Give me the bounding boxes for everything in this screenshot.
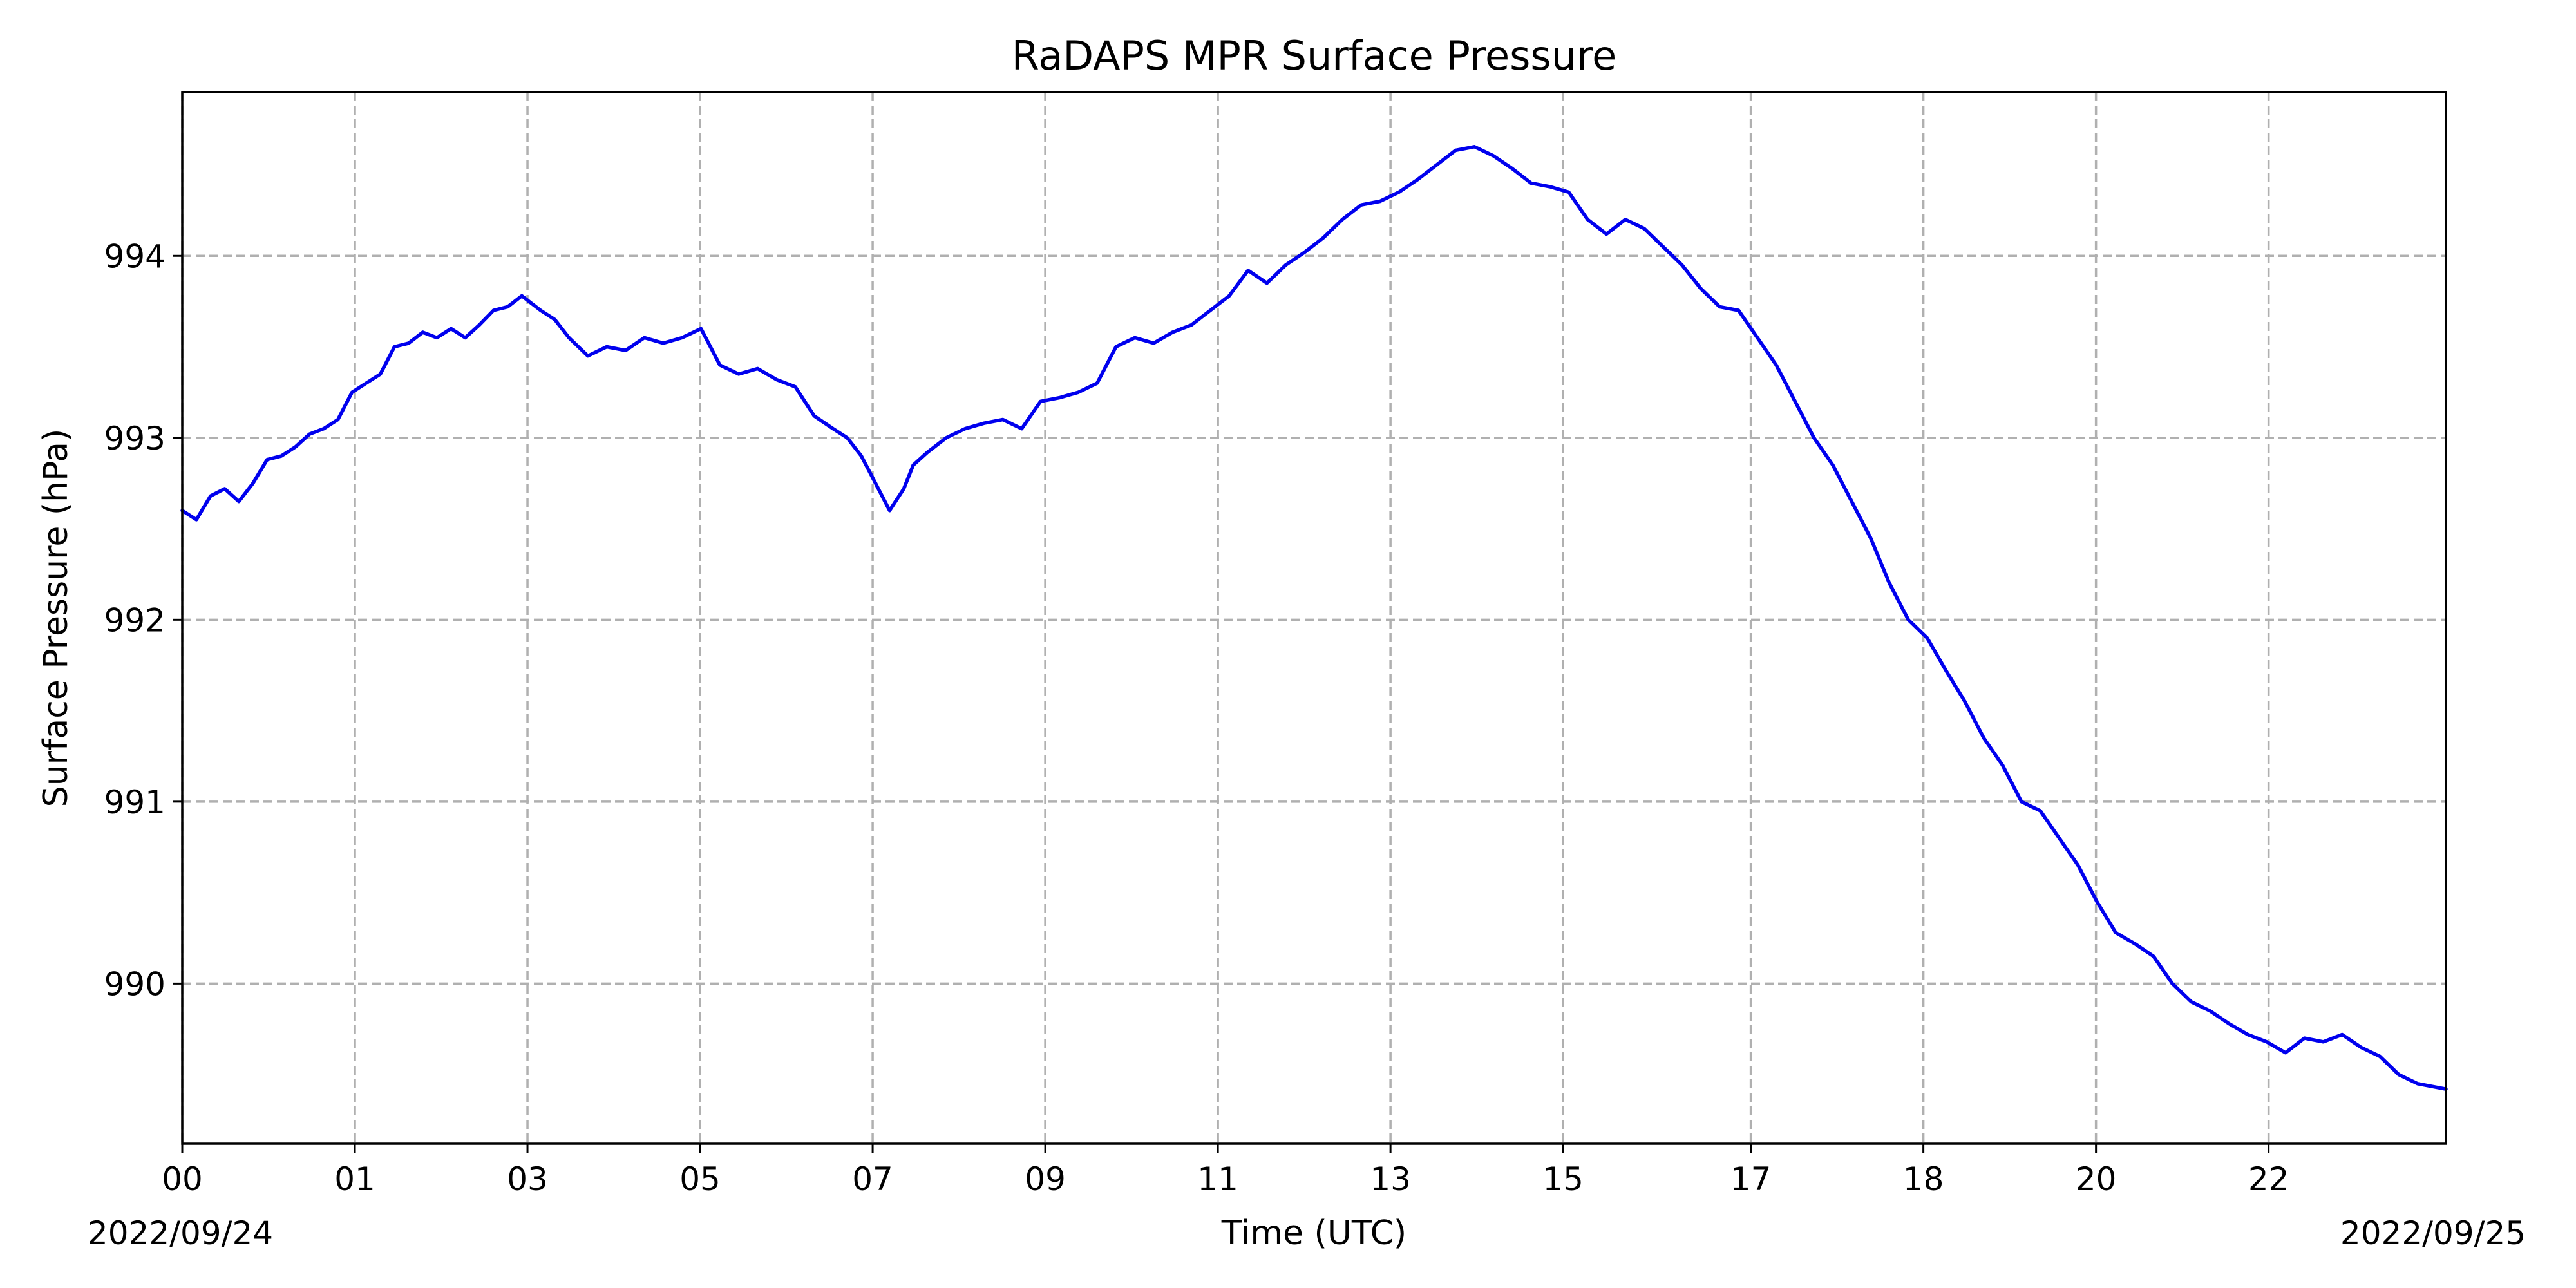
x-axis-label: Time (UTC)	[1221, 1214, 1406, 1253]
date-start-label: 2022/09/24	[88, 1215, 273, 1252]
ticks: 00 01 03 05 07 09 11 13 15 17 18 20 22 990 991 992 993 99…	[104, 238, 2289, 1198]
x-tick-label: 03	[507, 1160, 548, 1198]
x-tick-label: 15	[1542, 1160, 1584, 1198]
y-tick-label: 991	[104, 784, 166, 821]
y-axis-label: Surface Pressure (hPa)	[37, 429, 75, 808]
x-tick-label: 00	[162, 1160, 203, 1198]
y-tick-label: 993	[104, 420, 166, 457]
date-end-label: 2022/09/25	[2340, 1215, 2526, 1252]
x-tick-label: 07	[852, 1160, 893, 1198]
x-tick-label: 18	[1903, 1160, 1944, 1198]
grid	[181, 92, 2446, 1144]
y-tick-label: 992	[104, 601, 166, 639]
x-tick-label: 13	[1370, 1160, 1411, 1198]
x-tick-label: 22	[2248, 1160, 2289, 1198]
x-tick-label: 01	[334, 1160, 375, 1198]
chart-title: RaDAPS MPR Surface Pressure	[1012, 32, 1617, 79]
axes-frame	[181, 91, 2447, 1145]
y-tick-label: 994	[104, 238, 166, 275]
x-tick-label: 17	[1730, 1160, 1772, 1198]
x-tick-label: 20	[2076, 1160, 2117, 1198]
x-tick-label: 05	[679, 1160, 721, 1198]
series-line	[180, 145, 2448, 1091]
x-tick-label: 11	[1197, 1160, 1238, 1198]
y-tick-label: 990	[104, 965, 166, 1003]
series-layer	[180, 145, 2448, 1091]
x-tick-label: 09	[1025, 1160, 1066, 1198]
